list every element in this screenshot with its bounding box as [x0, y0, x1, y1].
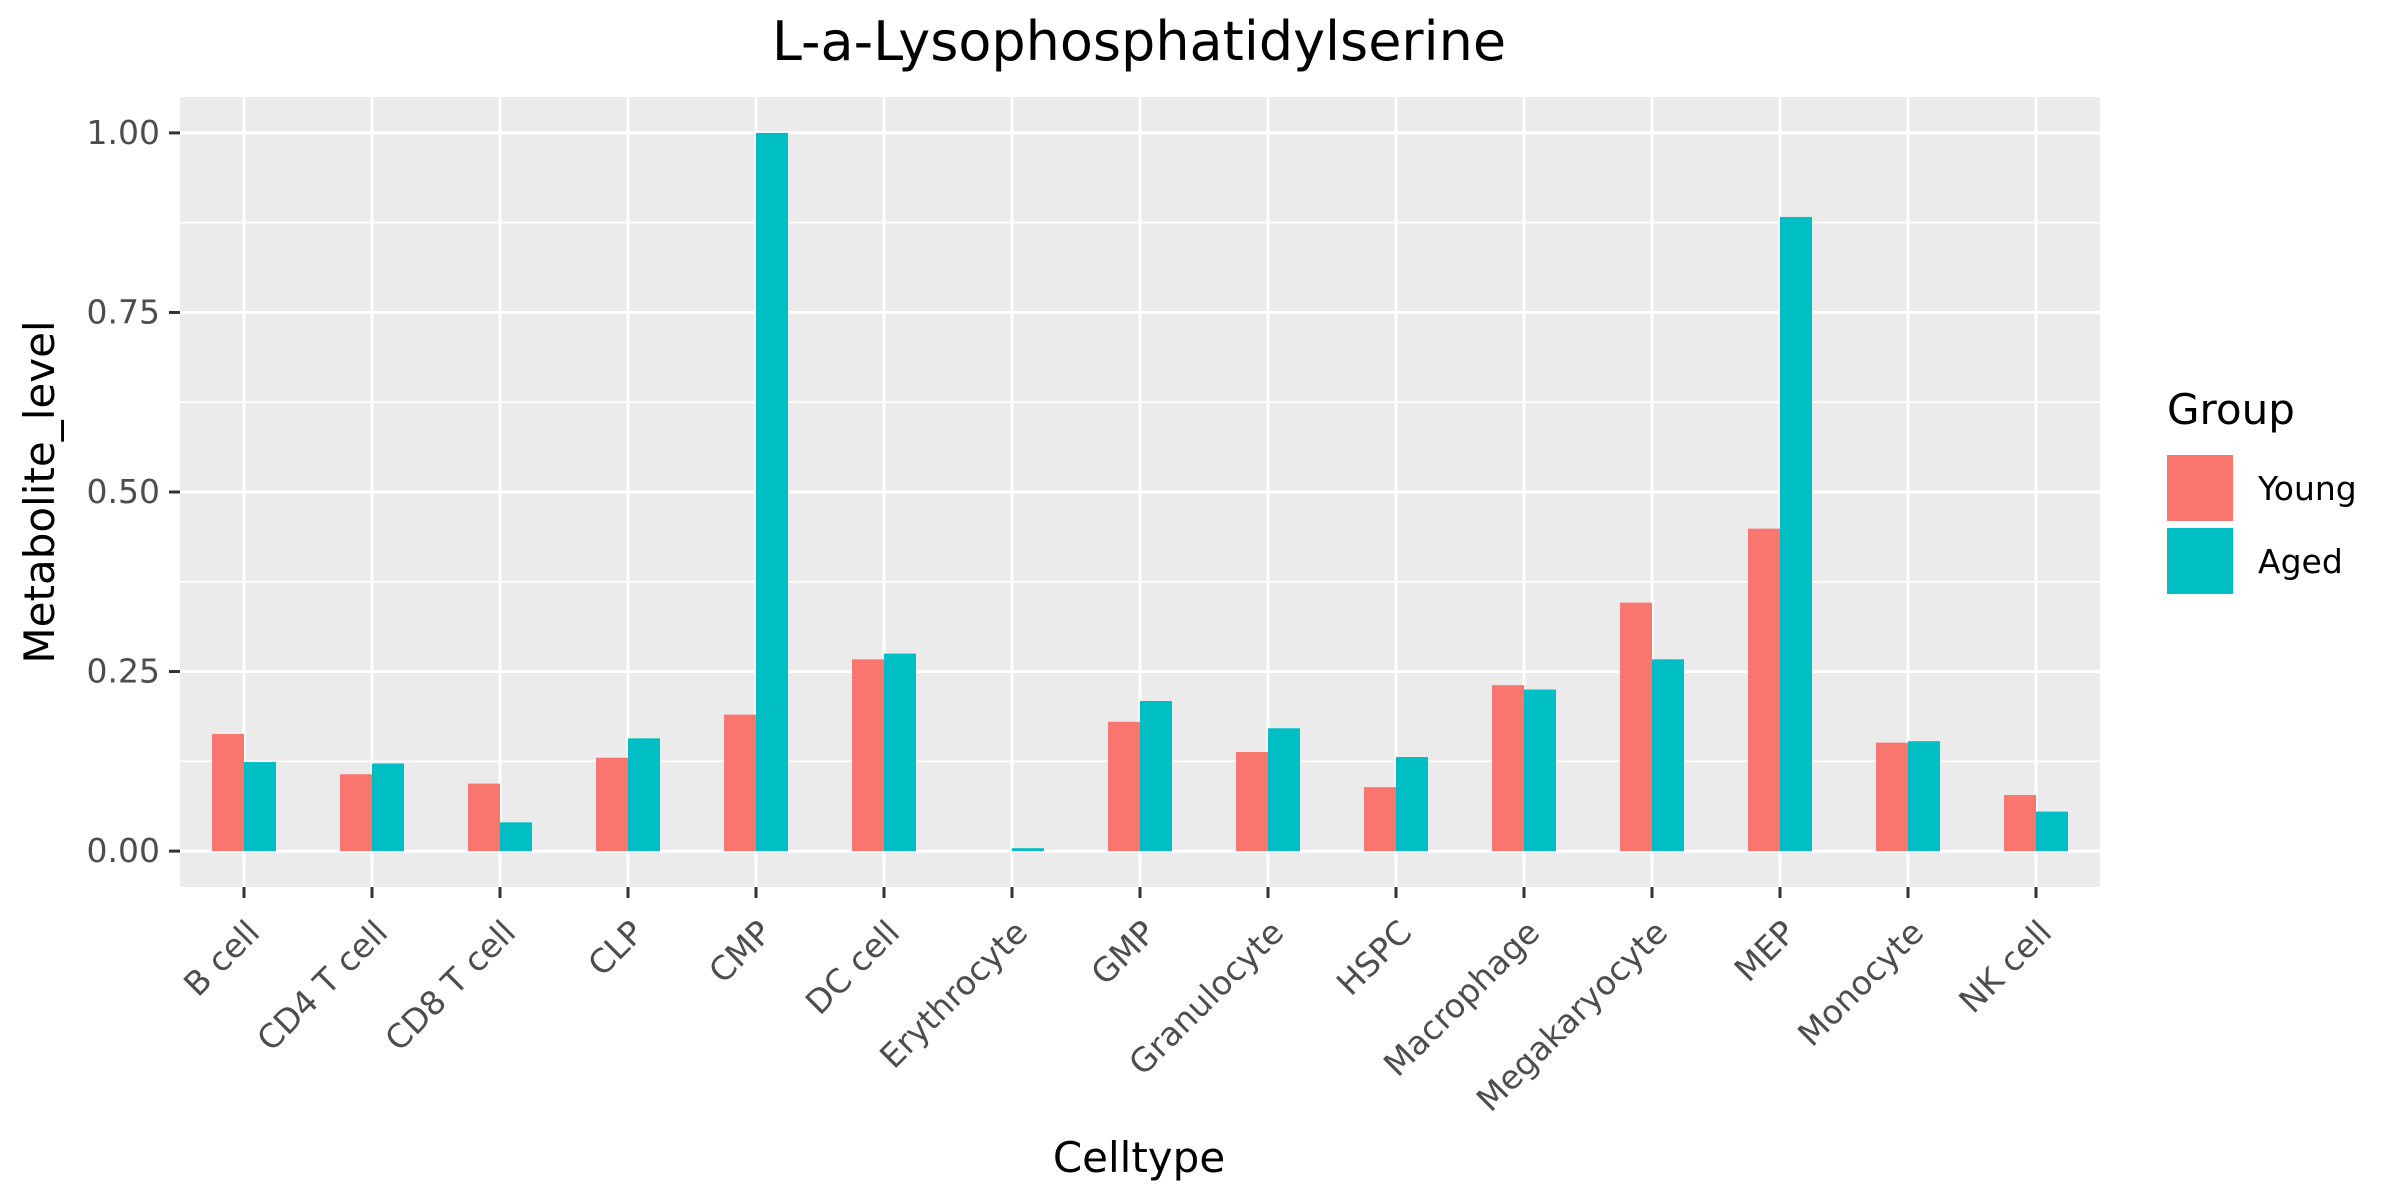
- bar-young: [1236, 752, 1268, 851]
- bar-aged: [1012, 848, 1044, 851]
- bar-aged: [244, 762, 276, 851]
- bar-aged: [628, 738, 660, 851]
- bar-aged: [500, 822, 532, 851]
- x-tick-label: GMP: [1083, 913, 1163, 993]
- x-axis-title: Celltype: [1053, 1133, 1225, 1182]
- chart-title: L-a-Lysophosphatidylserine: [772, 10, 1506, 73]
- bar-aged: [1780, 217, 1812, 851]
- bar-aged: [1396, 757, 1428, 851]
- bar-aged: [2036, 812, 2068, 852]
- y-tick-label: 0.00: [87, 831, 160, 870]
- bar-young: [596, 758, 628, 851]
- bar-young: [1492, 685, 1524, 851]
- bar-young: [340, 774, 372, 851]
- x-tick-label: HSPC: [1329, 913, 1419, 1003]
- y-tick-label: 0.50: [87, 472, 160, 511]
- bar-aged: [1268, 728, 1300, 851]
- x-tick-label: Monocyte: [1790, 913, 1931, 1054]
- x-tick-label: DC cell: [798, 913, 907, 1022]
- x-tick-label: NK cell: [1951, 913, 2059, 1021]
- legend-key-young: [2167, 455, 2233, 521]
- bar-young: [1108, 722, 1140, 851]
- bar-young: [1364, 787, 1396, 851]
- bar-young: [468, 784, 500, 852]
- bar-aged: [1908, 741, 1940, 851]
- bar-aged: [1524, 690, 1556, 852]
- y-tick-label: 1.00: [87, 113, 160, 152]
- legend-title: Group: [2167, 385, 2295, 434]
- x-tick-label: B cell: [176, 913, 267, 1004]
- x-tick-label: CMP: [701, 913, 779, 991]
- bar-aged: [884, 654, 916, 852]
- legend: Group Young Aged: [2167, 385, 2357, 594]
- bar-aged: [372, 763, 404, 851]
- bar-aged: [1140, 701, 1172, 851]
- bar-young: [1748, 529, 1780, 851]
- bar-aged: [1652, 659, 1684, 851]
- y-tick-label: 0.25: [87, 652, 160, 691]
- bar-young: [212, 734, 244, 851]
- bar-young: [1620, 603, 1652, 851]
- bar-young: [724, 715, 756, 851]
- bar-young: [852, 659, 884, 851]
- x-tick-label: CLP: [580, 913, 651, 984]
- legend-label-aged: Aged: [2258, 542, 2343, 581]
- legend-label-young: Young: [2257, 469, 2357, 508]
- x-tick-label: MEP: [1727, 913, 1804, 990]
- y-tick-label: 0.75: [87, 292, 160, 331]
- bar-young: [1876, 743, 1908, 851]
- bar-young: [2004, 795, 2036, 851]
- y-axis-title: Metabolite_level: [15, 320, 64, 663]
- x-tick-label: CD4 T cell: [249, 913, 395, 1059]
- bar-aged: [756, 133, 788, 851]
- legend-key-aged: [2167, 528, 2233, 594]
- x-tick-label: CD8 T cell: [377, 913, 523, 1059]
